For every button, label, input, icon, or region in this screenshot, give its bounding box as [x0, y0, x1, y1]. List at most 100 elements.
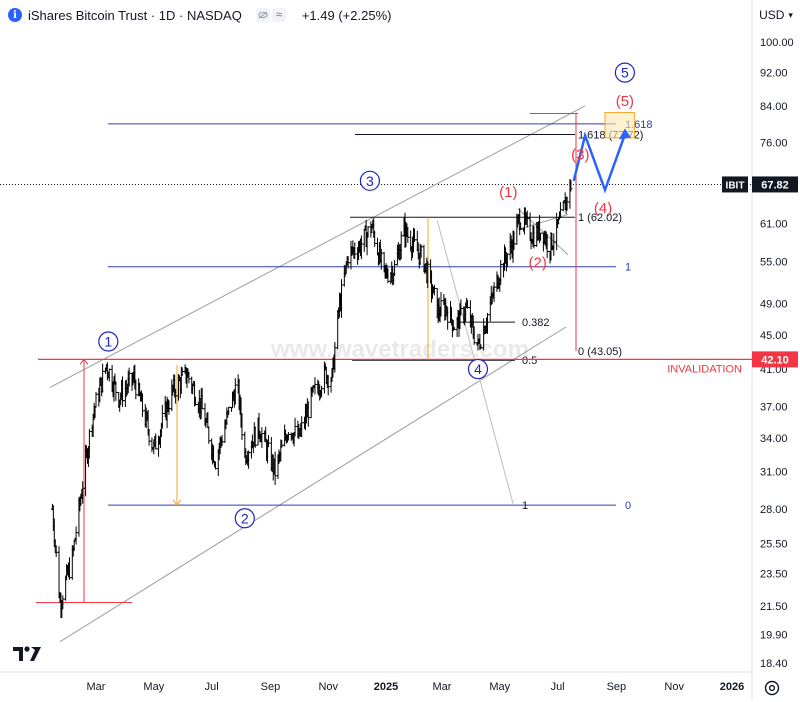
candle — [362, 228, 366, 252]
symbol-title[interactable]: iShares Bitcoin Trust · 1D · NASDAQ — [28, 7, 242, 23]
blue-label-0: 0 — [625, 500, 631, 512]
y-tick-label: 76.00 — [760, 138, 788, 150]
y-tick-label: 61.00 — [760, 218, 788, 230]
candle — [333, 341, 337, 373]
info-icon[interactable]: i — [8, 8, 22, 22]
wave-circle-3 — [359, 170, 381, 191]
x-tick-label: May — [489, 681, 510, 693]
invalidation-tag: 42.10 — [761, 354, 789, 366]
wave-circle-1 — [98, 331, 119, 352]
y-tick-label: 45.00 — [760, 330, 788, 342]
candle — [101, 363, 105, 393]
invalidation-tag-bg — [752, 351, 798, 368]
chart-header: i iShares Bitcoin Trust · 1D · NASDAQ ≈ … — [0, 0, 752, 30]
x-tick-label: Jul — [205, 681, 219, 693]
y-tick-label: 25.50 — [760, 538, 788, 550]
fib-label-0: 0 (43.05) — [578, 346, 622, 358]
candle — [147, 428, 151, 446]
wave-minor-label: (5) — [616, 93, 634, 110]
candle — [74, 526, 78, 545]
tradingview-logo[interactable] — [12, 643, 42, 667]
y-tick-label: 31.00 — [760, 467, 788, 479]
candle — [452, 326, 456, 330]
candle — [446, 307, 450, 330]
candle — [134, 379, 138, 400]
time-axis: Mar May Jul Sep Nov 2025 Mar May Jul Sep Nov 2026 — [87, 681, 745, 693]
candle — [459, 299, 463, 316]
candle — [359, 235, 363, 260]
x-tick-label: Nov — [318, 681, 338, 693]
y-tick-label: 34.00 — [760, 433, 788, 445]
candle — [57, 546, 61, 599]
wave-circle-4 — [467, 358, 489, 380]
projection-arrow — [618, 128, 631, 140]
header-pills: ≈ — [255, 8, 288, 22]
eye-off-icon[interactable] — [255, 8, 270, 22]
candle — [200, 387, 204, 410]
candle — [313, 377, 317, 395]
candle — [61, 595, 65, 610]
projection-path — [572, 131, 627, 194]
candle — [227, 406, 231, 416]
candle — [525, 210, 529, 228]
candle — [539, 232, 543, 241]
candle — [187, 371, 191, 384]
symbol-tag: IBIT — [726, 180, 745, 191]
candle — [326, 375, 330, 396]
x-tick-label: May — [143, 681, 164, 693]
chevron-down-icon: ▾ — [788, 9, 793, 20]
candle — [466, 299, 470, 309]
currency-selector[interactable]: USD ▾ — [752, 0, 800, 30]
wave-minor-label: (2) — [529, 255, 547, 272]
fib-label-05: 0.5 — [522, 355, 537, 367]
gear-icon[interactable] — [763, 679, 781, 697]
candle — [293, 417, 297, 437]
arrow-head-left — [79, 359, 85, 365]
price-change: +1.49 (+2.25%) — [301, 7, 392, 23]
y-tick-label: 23.50 — [760, 568, 788, 580]
candle — [492, 282, 496, 303]
candle — [565, 196, 569, 211]
candle — [121, 376, 125, 407]
x-tick-label: Sep — [607, 681, 627, 693]
candle — [260, 427, 264, 448]
indicator-pill[interactable]: ≈ — [271, 8, 286, 22]
candle — [154, 433, 158, 450]
candle — [485, 312, 489, 334]
last-price-tag: 67.82 — [761, 179, 789, 191]
candle — [286, 431, 290, 441]
candles — [50, 178, 573, 619]
wave-label-1: 1 — [104, 334, 112, 350]
orange-arrow-l — [172, 499, 178, 506]
candle — [320, 385, 324, 398]
candle — [412, 228, 416, 242]
candle — [127, 367, 131, 387]
candle — [81, 481, 85, 504]
blue-label-1: 1 — [625, 262, 631, 274]
target-box — [604, 112, 635, 139]
y-tick-label: 55.00 — [760, 256, 788, 268]
candle — [273, 451, 277, 485]
candle — [426, 260, 430, 289]
wave-label-2: 2 — [241, 510, 249, 526]
watermark: www.wavetraders.com — [270, 336, 529, 363]
candle — [393, 259, 397, 276]
candle — [300, 416, 304, 438]
candle — [220, 435, 224, 446]
channel-upper — [49, 105, 586, 388]
x-tick-label: Mar — [87, 681, 106, 693]
y-tick-label: 49.00 — [760, 299, 788, 311]
candle — [532, 225, 536, 249]
wave-label-4: 4 — [474, 361, 482, 377]
symbol-tag-bg — [722, 176, 748, 193]
price-scale-bg — [752, 30, 800, 670]
candle — [247, 450, 251, 469]
y-tick-label: 100.00 — [760, 37, 794, 49]
candle — [439, 292, 443, 317]
candle — [174, 388, 178, 404]
candle — [167, 400, 171, 415]
candle — [94, 391, 98, 408]
